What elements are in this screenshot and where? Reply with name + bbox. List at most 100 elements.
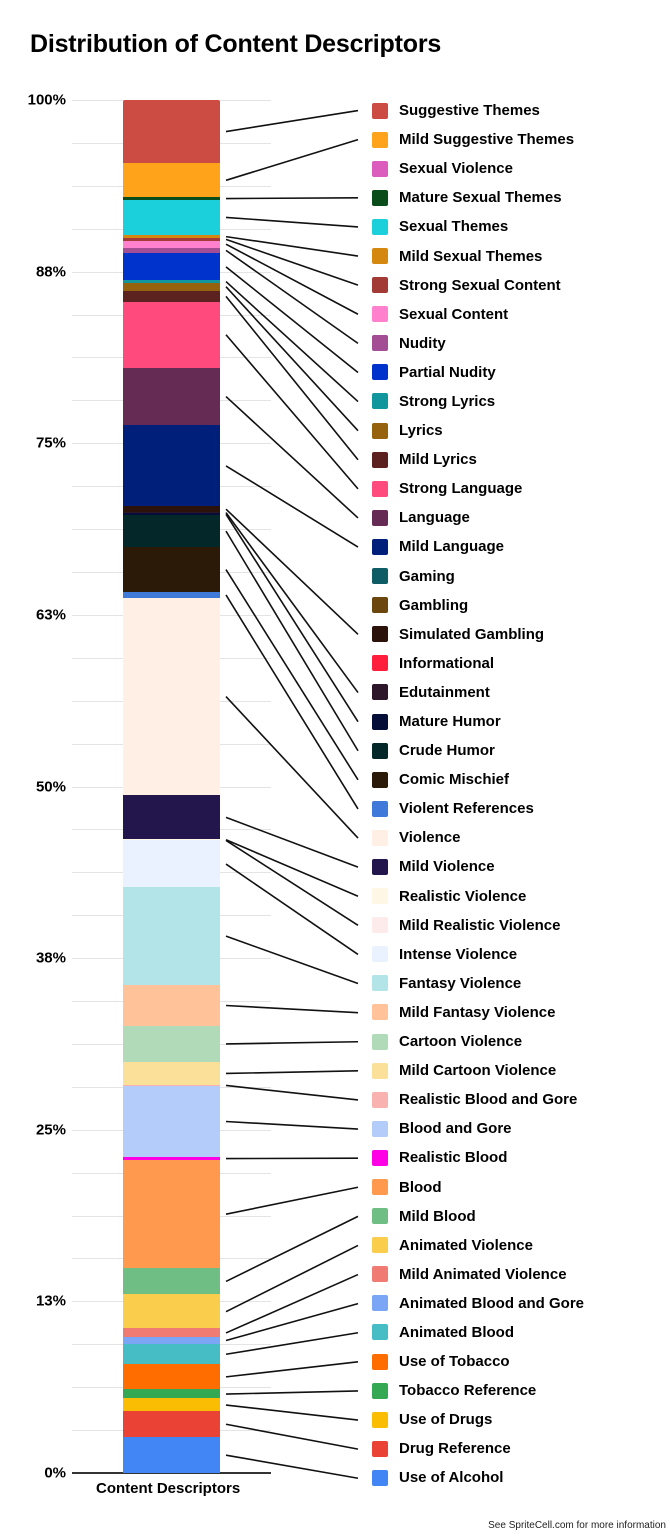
legend-swatch <box>372 451 388 468</box>
legend-swatch <box>372 393 388 410</box>
bar-segment <box>123 839 220 841</box>
y-tick-label: 38% <box>35 949 66 967</box>
leader-line <box>225 569 359 781</box>
leader-line <box>225 243 359 315</box>
legend-swatch <box>372 189 388 206</box>
legend-swatch <box>372 1469 388 1486</box>
legend-item: Mild Fantasy Violence <box>372 998 584 1027</box>
legend-item: Mature Humor <box>372 707 584 736</box>
leader-line <box>225 1302 359 1342</box>
leader-line <box>225 1120 359 1130</box>
leader-line <box>225 197 359 200</box>
bar-segment <box>123 597 220 796</box>
leader-line <box>225 216 359 228</box>
leader-line <box>225 1390 359 1395</box>
legend-swatch <box>372 655 388 672</box>
leader-line <box>225 1186 359 1215</box>
legend-label: Mild Animated Violence <box>399 1265 567 1283</box>
legend-label: Animated Blood and Gore <box>399 1294 585 1312</box>
leader-line <box>225 266 359 374</box>
legend-swatch <box>372 306 388 323</box>
bar-segment <box>123 282 220 291</box>
leader-line <box>225 249 359 345</box>
leader-line <box>225 235 359 257</box>
legend-label: Mild Violence <box>399 858 495 876</box>
legend-swatch <box>372 102 388 119</box>
legend-label: Tobacco Reference <box>399 1382 537 1400</box>
legend-label: Mature Humor <box>399 713 501 731</box>
y-tick-label: 100% <box>27 91 66 109</box>
legend-label: Gaming <box>399 567 455 585</box>
legend-item: Realistic Blood and Gore <box>372 1085 584 1114</box>
bar-segment <box>123 1061 220 1085</box>
legend-label: Suggestive Themes <box>399 102 540 120</box>
legend-label: Edutainment <box>399 683 490 701</box>
legend-item: Blood <box>372 1172 584 1201</box>
leader-line <box>225 696 359 839</box>
legend-swatch <box>372 1091 388 1108</box>
legend-label: Blood <box>399 1178 442 1196</box>
legend-item: Mild Animated Violence <box>372 1260 584 1289</box>
leader-line <box>225 1404 359 1421</box>
legend-item: Animated Blood and Gore <box>372 1289 584 1318</box>
bar-segment <box>123 1085 220 1157</box>
bar-segment <box>123 1156 220 1160</box>
bar-segment <box>123 1336 220 1344</box>
leader-line <box>225 295 359 461</box>
legend-item: Use of Tobacco <box>372 1347 584 1376</box>
leader-line <box>225 508 359 635</box>
legend-swatch <box>372 1179 388 1196</box>
legend-item: Mild Language <box>372 532 584 561</box>
legend-item: Simulated Gambling <box>372 620 584 649</box>
bar-segment <box>123 1159 220 1269</box>
leader-line <box>225 238 359 286</box>
bar-segment <box>123 100 220 164</box>
legend-swatch <box>372 1208 388 1225</box>
leader-line <box>225 334 359 490</box>
bar-segment <box>123 197 220 200</box>
legend-item: Informational <box>372 649 584 678</box>
legend-label: Strong Language <box>399 480 523 498</box>
legend-label: Mild Lyrics <box>399 451 477 469</box>
y-tick-label: 50% <box>35 778 66 795</box>
legend-label: Sexual Violence <box>399 160 513 178</box>
legend-item: Mild Suggestive Themes <box>372 125 584 154</box>
legend-swatch <box>372 480 388 497</box>
bar-segment <box>123 1328 220 1337</box>
legend-swatch <box>372 858 388 875</box>
y-tick-label: 63% <box>35 606 66 624</box>
legend-swatch <box>372 1120 388 1137</box>
legend-label: Blood and Gore <box>399 1120 512 1138</box>
bar-segment <box>123 1025 220 1062</box>
legend-item: Fantasy Violence <box>372 969 584 998</box>
legend-swatch <box>372 742 388 759</box>
footer-note: See SpriteCell.com for more information <box>488 1520 666 1531</box>
leader-line <box>225 465 359 548</box>
legend-item: Violent References <box>372 794 584 823</box>
legend-item: Mild Blood <box>372 1202 584 1231</box>
x-axis-label: Content Descriptors <box>96 1480 241 1497</box>
legend-swatch <box>372 335 388 352</box>
legend-label: Mild Cartoon Violence <box>399 1062 557 1080</box>
leader-line <box>225 1361 359 1378</box>
legend-item: Drug Reference <box>372 1434 584 1463</box>
legend-item: Edutainment <box>372 678 584 707</box>
leader-line <box>225 1040 359 1045</box>
legend-label: Realistic Blood <box>399 1149 508 1167</box>
bar-segment <box>123 240 220 248</box>
legend-swatch <box>372 509 388 526</box>
legend-item: Tobacco Reference <box>372 1376 584 1405</box>
legend-item: Animated Violence <box>372 1231 584 1260</box>
legend-swatch <box>372 568 388 585</box>
legend-swatch <box>372 800 388 817</box>
bar-segment <box>123 237 220 241</box>
legend-swatch <box>372 218 388 235</box>
bar-segment <box>123 840 220 888</box>
x-axis-line <box>72 1472 271 1474</box>
bar-segment <box>123 1388 220 1399</box>
bar-segment <box>123 1436 220 1473</box>
leader-line <box>225 816 359 868</box>
legend-swatch <box>372 364 388 381</box>
legend-label: Violent References <box>399 800 534 818</box>
